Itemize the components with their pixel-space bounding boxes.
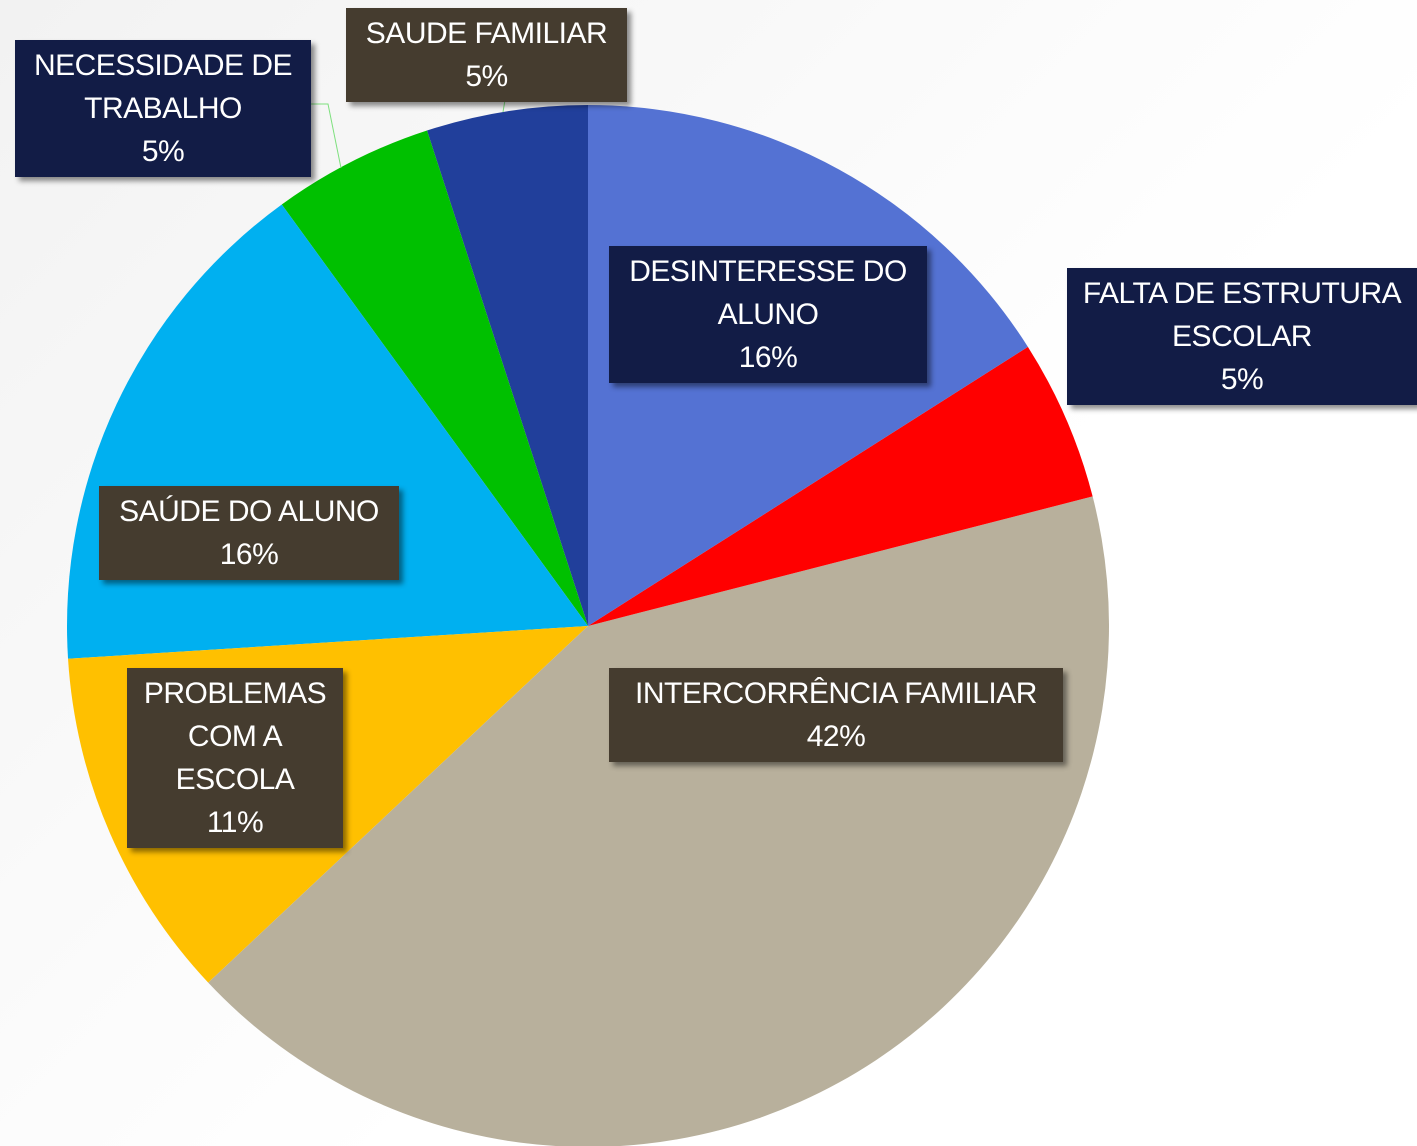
value-label: 5% <box>465 60 508 93</box>
value-label: 42% <box>806 720 866 753</box>
pie-slice <box>208 496 1109 1146</box>
data-label: SAUDE FAMILIAR 5% <box>346 8 627 102</box>
value-label: 16% <box>219 538 279 571</box>
category-label: SAUDE FAMILIAR <box>365 17 608 50</box>
value-label: 11% <box>206 806 264 839</box>
data-label: DESINTERESSE DO ALUNO 16% <box>609 246 927 383</box>
leader-line <box>311 103 342 169</box>
data-label: FALTA DE ESTRUTURA ESCOLAR 5% <box>1067 268 1417 405</box>
data-label: PROBLEMAS COM A ESCOLA 11% <box>127 668 343 848</box>
data-label: INTERCORRÊNCIA FAMILIAR 42% <box>609 668 1063 762</box>
category-label: INTERCORRÊNCIA FAMILIAR <box>635 677 1037 710</box>
value-label: 5% <box>1220 363 1264 396</box>
pie-slice <box>588 346 1093 626</box>
category-label: SAÚDE DO ALUNO <box>119 495 379 528</box>
leader-line <box>502 99 506 113</box>
category-label: NECESSIDADE DE TRABALHO <box>33 49 293 125</box>
pie-slice <box>281 130 588 626</box>
category-label: FALTA DE ESTRUTURA ESCOLAR <box>1082 277 1402 353</box>
value-label: 16% <box>738 341 798 374</box>
data-label: NECESSIDADE DE TRABALHO 5% <box>15 40 311 177</box>
category-label: DESINTERESSE DO ALUNO <box>629 255 907 331</box>
pie-slice <box>427 105 588 626</box>
value-label: 5% <box>141 135 185 168</box>
data-label: SAÚDE DO ALUNO 16% <box>99 486 399 580</box>
category-label: PROBLEMAS COM A ESCOLA <box>143 677 327 796</box>
